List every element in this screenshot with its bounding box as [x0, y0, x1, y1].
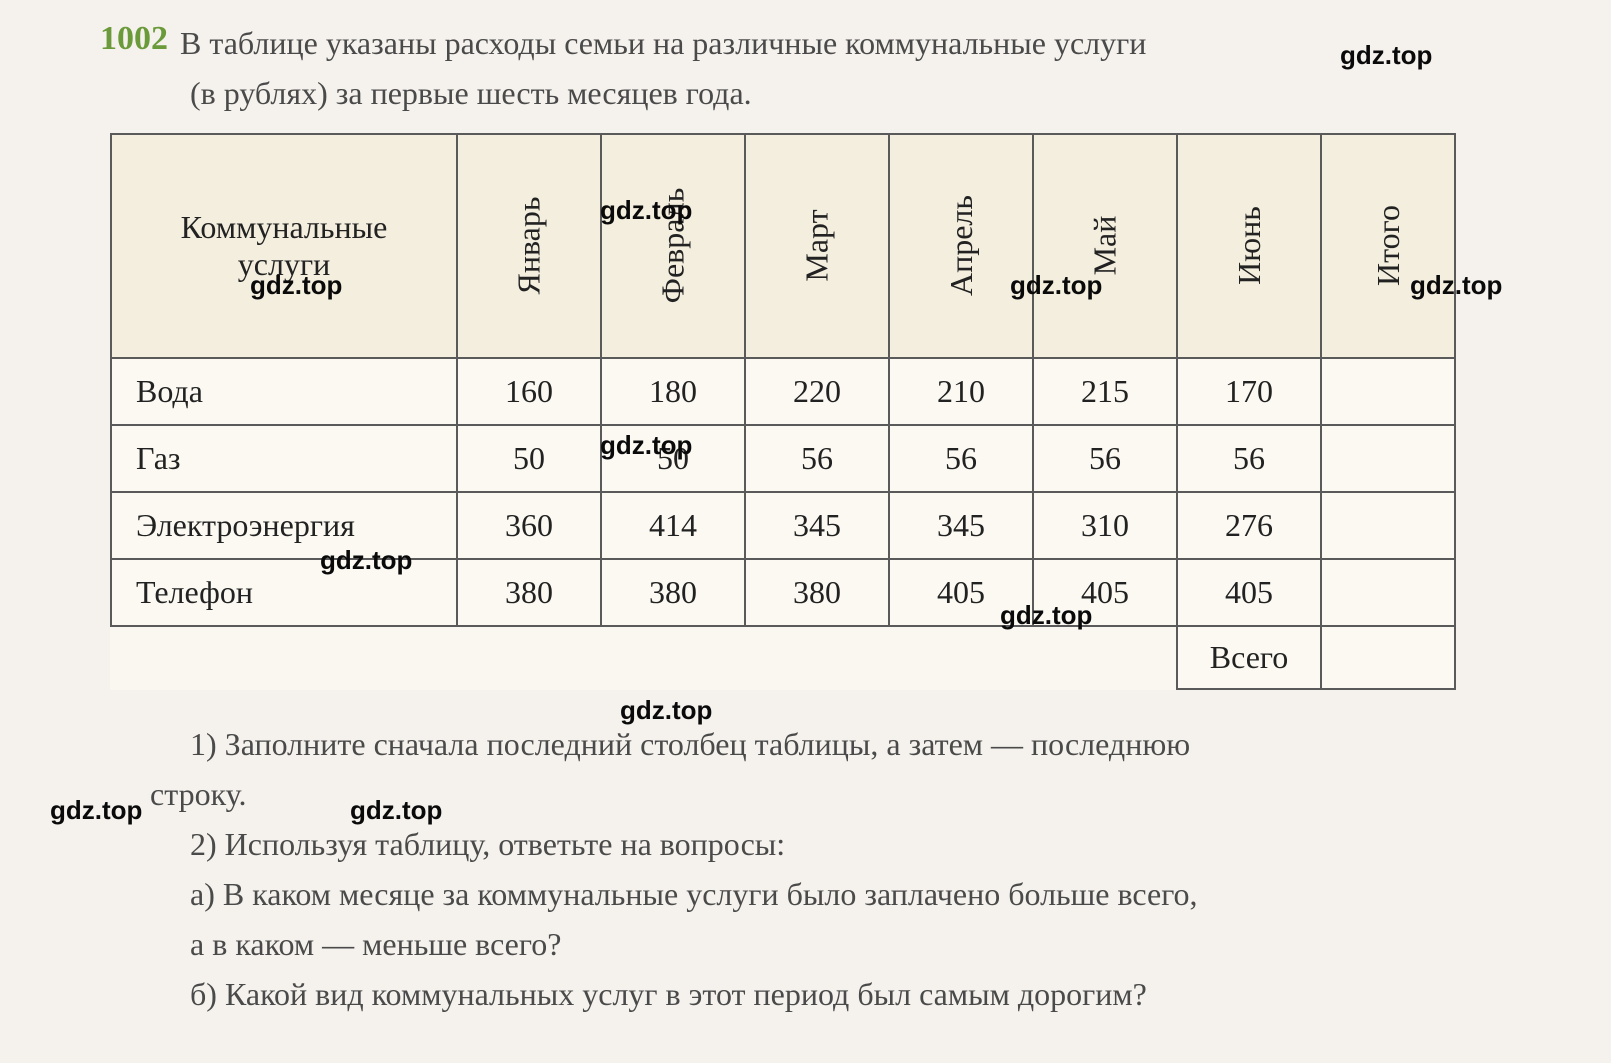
cell: 310	[1033, 492, 1177, 559]
cell: 210	[889, 358, 1033, 425]
table-row: Вода 160 180 220 210 215 170	[111, 358, 1455, 425]
row-header-text: Коммунальные услуги	[181, 209, 388, 283]
row-label: Телефон	[111, 559, 457, 626]
cell: 180	[601, 358, 745, 425]
question-b: б) Какой вид коммунальных услуг в этот п…	[190, 970, 1551, 1018]
problem-header: 1002 В таблице указаны расходы семьи на …	[100, 20, 1551, 66]
month-label: Март	[799, 210, 836, 282]
table-footer-row: Всего	[111, 626, 1455, 689]
cell: 50	[457, 425, 601, 492]
itogo-label: Итого	[1370, 205, 1407, 286]
question-a1: а) В каком месяце за коммунальные услуги…	[190, 870, 1551, 918]
vsego-label: Всего	[1177, 626, 1321, 689]
itogo-col: Итого	[1321, 134, 1455, 358]
itogo-cell	[1321, 425, 1455, 492]
cell: 380	[601, 559, 745, 626]
footer-spacer	[111, 626, 457, 689]
itogo-cell	[1321, 492, 1455, 559]
cell: 405	[889, 559, 1033, 626]
row-label: Вода	[111, 358, 457, 425]
month-col-3: Апрель	[889, 134, 1033, 358]
month-col-0: Январь	[457, 134, 601, 358]
expenses-table: Коммунальные услуги Январь Февраль Март …	[110, 133, 1456, 690]
itogo-cell	[1321, 559, 1455, 626]
cell: 345	[889, 492, 1033, 559]
row-header-label: Коммунальные услуги	[111, 134, 457, 358]
cell: 56	[745, 425, 889, 492]
month-label: Май	[1087, 216, 1124, 276]
month-col-2: Март	[745, 134, 889, 358]
vsego-cell	[1321, 626, 1455, 689]
cell: 360	[457, 492, 601, 559]
cell: 380	[745, 559, 889, 626]
month-col-5: Июнь	[1177, 134, 1321, 358]
footer-spacer	[745, 626, 889, 689]
cell: 50	[601, 425, 745, 492]
month-label: Апрель	[943, 195, 980, 296]
table-row: Газ 50 50 56 56 56 56	[111, 425, 1455, 492]
problem-text-line2: (в рублях) за первые шесть месяцев года.	[190, 70, 1551, 116]
questions-block: 1) Заполните сначала последний столбец т…	[190, 720, 1551, 1018]
month-label: Июнь	[1230, 206, 1267, 285]
row-label: Газ	[111, 425, 457, 492]
footer-spacer	[601, 626, 745, 689]
table-header-row: Коммунальные услуги Январь Февраль Март …	[111, 134, 1455, 358]
question-1a: 1) Заполните сначала последний столбец т…	[190, 720, 1551, 768]
question-2: 2) Используя таблицу, ответьте на вопрос…	[190, 820, 1551, 868]
footer-spacer	[889, 626, 1033, 689]
cell: 215	[1033, 358, 1177, 425]
cell: 170	[1177, 358, 1321, 425]
cell: 345	[745, 492, 889, 559]
question-a2: а в каком — меньше всего?	[190, 920, 1551, 968]
problem-number: 1002	[100, 20, 168, 58]
cell: 56	[1177, 425, 1321, 492]
cell: 56	[889, 425, 1033, 492]
cell: 220	[745, 358, 889, 425]
row-label: Электроэнергия	[111, 492, 457, 559]
cell: 380	[457, 559, 601, 626]
footer-spacer	[457, 626, 601, 689]
footer-spacer	[1033, 626, 1177, 689]
cell: 414	[601, 492, 745, 559]
question-1b: строку.	[150, 770, 1551, 818]
cell: 276	[1177, 492, 1321, 559]
cell: 405	[1033, 559, 1177, 626]
table-row: Телефон 380 380 380 405 405 405	[111, 559, 1455, 626]
month-label: Февраль	[654, 188, 691, 304]
itogo-cell	[1321, 358, 1455, 425]
cell: 405	[1177, 559, 1321, 626]
month-col-4: Май	[1033, 134, 1177, 358]
table-row: Электроэнергия 360 414 345 345 310 276	[111, 492, 1455, 559]
problem-text-line1: В таблице указаны расходы семьи на разли…	[180, 20, 1146, 66]
cell: 56	[1033, 425, 1177, 492]
month-label: Январь	[510, 197, 547, 295]
month-col-1: Февраль	[601, 134, 745, 358]
cell: 160	[457, 358, 601, 425]
